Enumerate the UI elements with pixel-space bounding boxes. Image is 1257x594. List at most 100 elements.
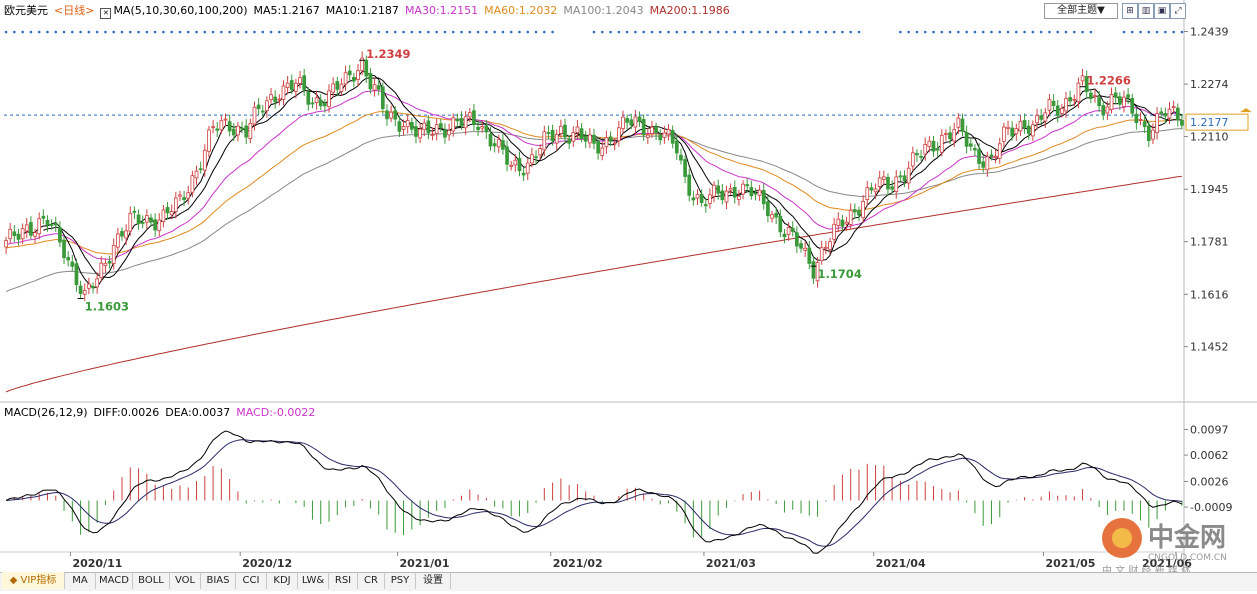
tab-boll[interactable]: BOLL	[133, 572, 170, 589]
restore-icon[interactable]: ▣	[1154, 3, 1170, 19]
candle-down	[149, 217, 153, 223]
candle-up	[285, 82, 290, 88]
candle-up	[128, 213, 133, 232]
signal-dot	[211, 30, 215, 34]
candle-down	[58, 227, 62, 243]
candle-up	[169, 211, 174, 216]
signal-dot	[733, 30, 737, 34]
signal-dot	[427, 30, 430, 34]
candle-up	[1093, 95, 1097, 98]
candle-down	[53, 223, 58, 226]
candle-down	[766, 201, 770, 217]
candle-up	[24, 224, 29, 232]
candle-down	[1163, 113, 1168, 117]
candle-up	[339, 83, 344, 92]
candle-up	[20, 228, 25, 240]
candle-down	[240, 127, 244, 130]
candle-up	[236, 125, 240, 136]
signal-dot	[87, 30, 91, 34]
tab-ma[interactable]: MA	[65, 572, 96, 589]
candle-up	[190, 175, 195, 193]
candle-up	[186, 192, 191, 199]
expand-icon[interactable]: ⤢	[1170, 3, 1186, 19]
candle-down	[62, 239, 66, 258]
signal-dot	[476, 30, 480, 34]
candle-up	[1151, 129, 1155, 140]
date-tick-label: 2021/01	[400, 557, 450, 570]
candle-down	[1130, 97, 1135, 114]
signal-dot	[849, 30, 853, 34]
candle-down	[699, 194, 704, 203]
zoom-icon[interactable]: ⊞	[1122, 3, 1138, 19]
signal-dot	[1039, 30, 1043, 34]
candle-down	[45, 219, 50, 226]
settings-icon[interactable]: ✕	[100, 8, 112, 19]
candle-up	[616, 127, 621, 142]
candle-up	[480, 126, 485, 129]
candle-down	[840, 219, 845, 227]
candle-up	[422, 122, 427, 131]
tab-macd[interactable]: MACD	[96, 572, 133, 589]
candle-up	[4, 240, 8, 248]
signal-dot	[791, 30, 795, 34]
candle-up	[621, 116, 625, 129]
candle-down	[132, 210, 137, 213]
candle-down	[799, 243, 803, 249]
signal-dot	[899, 30, 902, 34]
candle-up	[1138, 119, 1143, 121]
candle-up	[331, 83, 336, 93]
low-label: 1.1704	[817, 267, 861, 281]
candle-up	[803, 247, 808, 251]
signal-dot	[1180, 30, 1184, 34]
date-axis: 2020/11 2020/12 2021/01 2021/02 2021/03 2021/…	[69, 552, 1192, 570]
tab-psy[interactable]: PSY	[385, 572, 416, 589]
ma10-line	[43, 77, 1182, 279]
signal-dot	[1056, 30, 1060, 34]
date-tick-label: 2020/12	[242, 557, 292, 570]
tab-cci[interactable]: CCI	[236, 572, 267, 589]
candle-up	[1060, 108, 1064, 114]
signal-dot	[186, 30, 190, 34]
layout-icon[interactable]: ▥	[1138, 3, 1154, 19]
candle-down	[505, 146, 509, 165]
candle-down	[977, 149, 981, 164]
signal-dot	[932, 30, 935, 34]
tab-cr[interactable]: CR	[358, 572, 385, 589]
candle-down	[352, 76, 356, 82]
tab-vol[interactable]: VOL	[170, 572, 201, 589]
tab-kdj[interactable]: KDJ	[267, 572, 298, 589]
candle-down	[857, 210, 861, 216]
candle-down	[335, 81, 340, 90]
candle-down	[472, 110, 476, 126]
tab-bias[interactable]: BIAS	[201, 572, 236, 589]
signal-dot	[162, 30, 165, 34]
signal-dot	[37, 30, 41, 34]
signal-dot	[1048, 30, 1051, 34]
signal-dot	[1015, 30, 1018, 34]
candle-up	[467, 112, 472, 118]
signal-dot	[625, 30, 629, 34]
candle-up	[372, 84, 377, 91]
signal-dot	[658, 30, 662, 34]
signal-dot	[4, 30, 8, 34]
tab-lw[interactable]: LW&	[298, 572, 329, 589]
signal-dot	[112, 30, 116, 34]
period-label[interactable]: <日线>	[54, 4, 95, 17]
candle-up	[861, 201, 865, 219]
signal-dot	[1072, 30, 1076, 34]
candle-down	[74, 263, 79, 286]
candle-up	[202, 149, 207, 171]
tab-settings[interactable]: 设置	[416, 572, 451, 589]
candle-down	[641, 118, 646, 136]
ma60-value: MA60:1.2032	[484, 4, 558, 17]
candle-up	[1002, 126, 1006, 142]
signal-dot	[824, 30, 828, 34]
signal-dot	[402, 30, 405, 34]
signal-dot	[783, 30, 786, 34]
tab-rsi[interactable]: RSI	[329, 572, 358, 589]
signal-dot	[774, 30, 778, 34]
theme-dropdown[interactable]: 全部主题▼	[1044, 3, 1118, 19]
candle-up	[294, 82, 298, 92]
signal-dot	[1130, 30, 1134, 34]
tab-vip[interactable]: ◆ VIP指标	[2, 572, 65, 589]
